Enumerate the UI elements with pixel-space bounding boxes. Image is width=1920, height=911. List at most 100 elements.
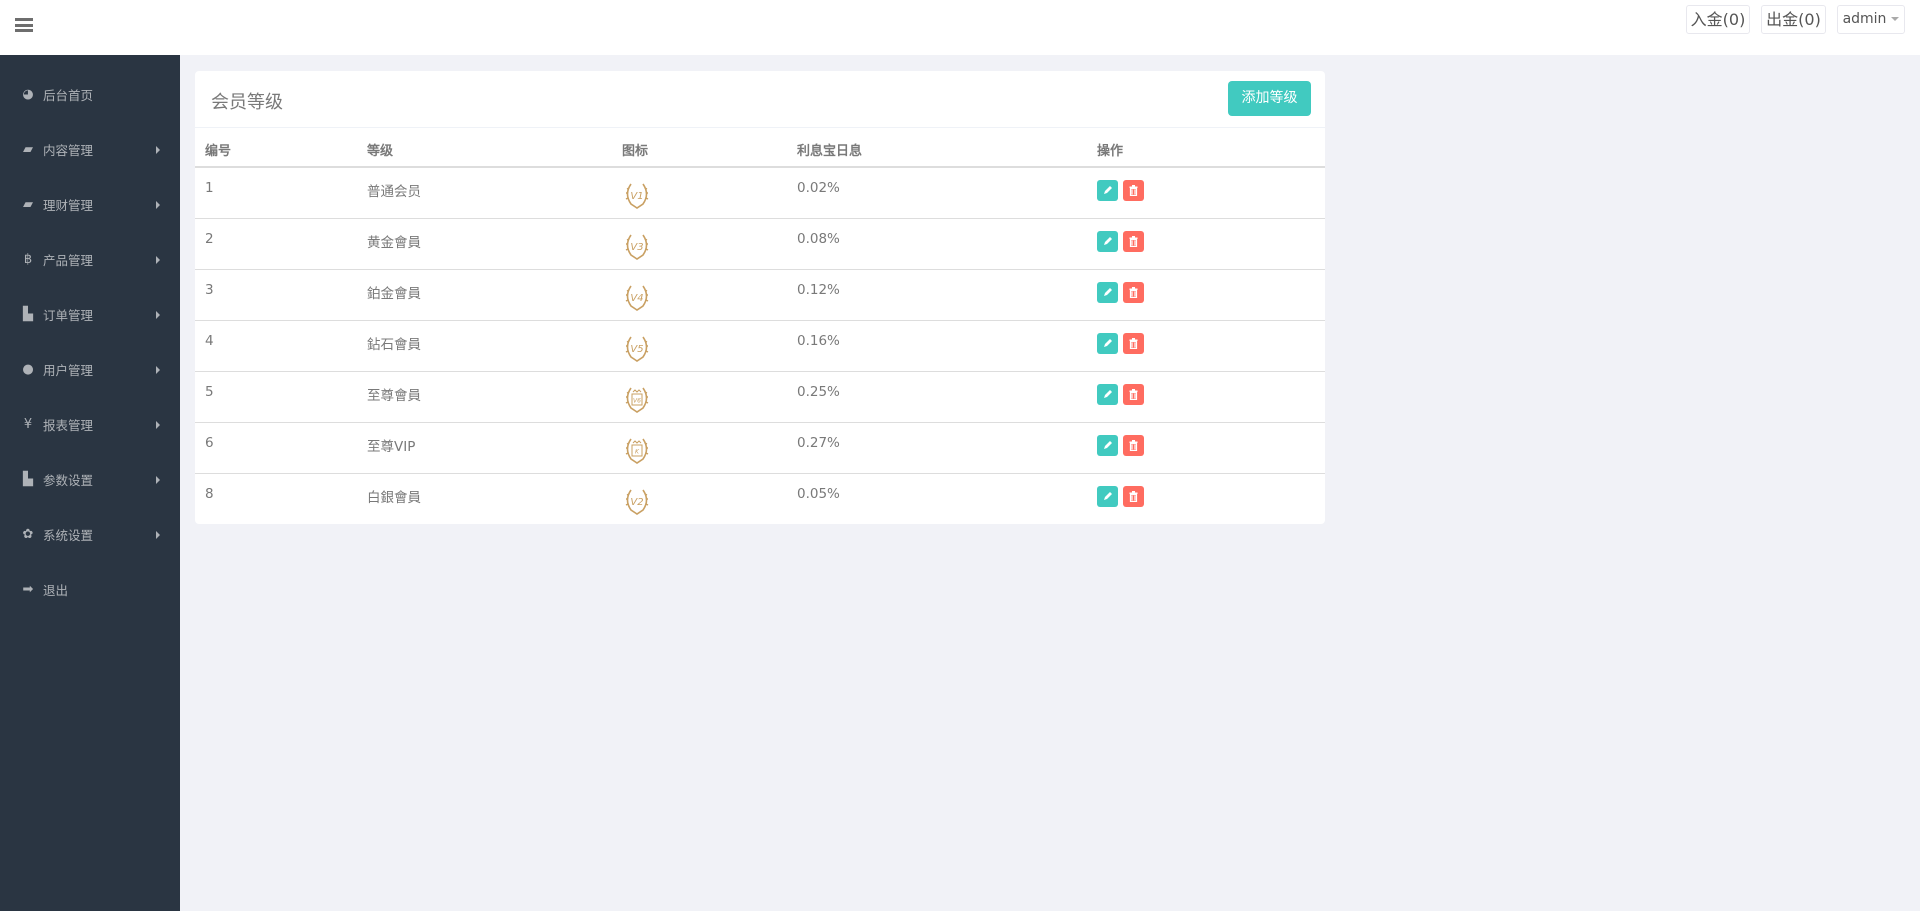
caret-down-icon <box>1891 17 1900 21</box>
daily-rate: 0.25% <box>797 384 840 400</box>
level-id: 2 <box>205 231 214 247</box>
sidebar-item-label: 系统设置 <box>43 528 94 543</box>
level-name: 鉆石會員 <box>367 337 421 353</box>
trash-icon <box>1129 236 1138 247</box>
pencil-icon <box>1104 492 1112 500</box>
sidebar-item-label: 理财管理 <box>43 198 94 213</box>
header-icon: 图标 <box>622 144 649 159</box>
caret-right-icon <box>156 530 160 539</box>
user-name: admin <box>1842 11 1887 27</box>
pencil-icon <box>1104 237 1112 245</box>
sidebar-item-2[interactable]: ▰ 理财管理 <box>0 177 180 232</box>
daily-rate: 0.08% <box>797 231 840 247</box>
badge-label: K <box>635 449 640 456</box>
sidebar-item-7[interactable]: ▙ 参数设置 <box>0 452 180 507</box>
daily-rate: 0.12% <box>797 282 840 298</box>
sidebar-item-4[interactable]: ▙ 订单管理 <box>0 287 180 342</box>
trash-icon <box>1129 185 1138 196</box>
level-badge-icon: V4 <box>625 285 649 311</box>
table-row: 8 白銀會員 V2 0.05% <box>195 474 1325 525</box>
sidebar-item-label: 参数设置 <box>43 473 94 488</box>
sidebar-item-0[interactable]: ◕ 后台首页 <box>0 67 180 122</box>
sidebar: ◕ 后台首页 ▰ 内容管理 ▰ 理财管理 ฿ 产品管理 ▙ 订单管理 ● 用户管理 ¥ 报表管理 ▙ 参数设置… <box>0 55 180 911</box>
daily-rate: 0.02% <box>797 180 840 196</box>
edit-button[interactable] <box>1097 486 1118 507</box>
trash-icon <box>1129 287 1138 298</box>
caret-right-icon <box>156 475 160 484</box>
page-title: 会员等级 <box>211 92 283 113</box>
table-row: 4 鉆石會員 V5 0.16% <box>195 321 1325 372</box>
daily-rate: 0.16% <box>797 333 840 349</box>
deposit-button[interactable]: 入金(0) <box>1686 5 1750 34</box>
delete-button[interactable] <box>1123 384 1144 405</box>
sidebar-item-label: 退出 <box>43 583 69 598</box>
level-name: 黄金會員 <box>367 235 421 251</box>
sign-out-icon: ➡ <box>22 582 34 597</box>
level-id: 5 <box>205 384 214 400</box>
badge-label: V1 <box>630 191 643 202</box>
bitcoin-icon: ฿ <box>23 252 33 267</box>
delete-button[interactable] <box>1123 333 1144 354</box>
level-name: 普通会员 <box>367 184 421 200</box>
edit-button[interactable] <box>1097 282 1118 303</box>
level-badge-icon: V6 <box>625 387 649 413</box>
edit-button[interactable] <box>1097 384 1118 405</box>
pencil-icon <box>1104 288 1112 296</box>
pencil-icon <box>1104 186 1112 194</box>
level-badge-icon: V5 <box>625 336 649 362</box>
delete-button[interactable] <box>1123 231 1144 252</box>
badge-label: V6 <box>633 398 641 405</box>
edit-button[interactable] <box>1097 333 1118 354</box>
user-menu[interactable]: admin <box>1837 5 1905 34</box>
delete-button[interactable] <box>1123 282 1144 303</box>
level-id: 8 <box>205 486 214 502</box>
pencil-icon <box>1104 441 1112 449</box>
level-id: 6 <box>205 435 214 451</box>
level-id: 4 <box>205 333 214 349</box>
table-row: 5 至尊會員 V6 0.25% <box>195 372 1325 423</box>
sidebar-item-label: 内容管理 <box>43 143 94 158</box>
pencil-icon <box>1104 339 1112 347</box>
badge-label: V5 <box>630 344 643 355</box>
copy-icon: ▙ <box>23 472 33 487</box>
sidebar-item-8[interactable]: ✿ 系统设置 <box>0 507 180 562</box>
sidebar-item-9[interactable]: ➡ 退出 <box>0 562 180 617</box>
edit-button[interactable] <box>1097 180 1118 201</box>
member-level-panel: 会员等级 添加等级 编号 等级 图标 利息宝日息 操作 1 普通会员 V1 0.… <box>195 71 1325 524</box>
sidebar-item-label: 订单管理 <box>43 308 94 323</box>
level-name: 至尊VIP <box>367 439 416 455</box>
trash-icon <box>1129 389 1138 400</box>
delete-button[interactable] <box>1123 180 1144 201</box>
delete-button[interactable] <box>1123 435 1144 456</box>
table-row: 3 鉑金會員 V4 0.12% <box>195 270 1325 321</box>
book-icon: ▰ <box>23 142 33 157</box>
cogs-icon: ✿ <box>22 527 34 542</box>
table-row: 1 普通会员 V1 0.02% <box>195 168 1325 219</box>
sidebar-item-6[interactable]: ¥ 报表管理 <box>0 397 180 452</box>
add-level-button[interactable]: 添加等级 <box>1228 81 1311 116</box>
sidebar-item-label: 用户管理 <box>43 363 94 378</box>
delete-button[interactable] <box>1123 486 1144 507</box>
sidebar-item-5[interactable]: ● 用户管理 <box>0 342 180 397</box>
trash-icon <box>1129 440 1138 451</box>
bars-icon[interactable] <box>15 18 33 32</box>
level-name: 白銀會員 <box>367 490 421 506</box>
sidebar-item-label: 报表管理 <box>43 418 94 433</box>
edit-button[interactable] <box>1097 231 1118 252</box>
caret-right-icon <box>156 365 160 374</box>
daily-rate: 0.05% <box>797 486 840 502</box>
sidebar-item-1[interactable]: ▰ 内容管理 <box>0 122 180 177</box>
copy-icon: ▙ <box>23 307 33 322</box>
caret-right-icon <box>156 145 160 154</box>
yen-icon: ¥ <box>23 417 33 432</box>
table-row: 2 黄金會員 V3 0.08% <box>195 219 1325 270</box>
top-bar: 入金(0) 出金(0) admin <box>0 0 1920 55</box>
sidebar-item-3[interactable]: ฿ 产品管理 <box>0 232 180 287</box>
sidebar-item-label: 后台首页 <box>43 88 94 103</box>
table-row: 6 至尊VIP K 0.27% <box>195 423 1325 474</box>
level-name: 鉑金會員 <box>367 286 421 302</box>
caret-right-icon <box>156 310 160 319</box>
level-badge-icon: V3 <box>625 234 649 260</box>
edit-button[interactable] <box>1097 435 1118 456</box>
withdraw-button[interactable]: 出金(0) <box>1761 5 1826 34</box>
